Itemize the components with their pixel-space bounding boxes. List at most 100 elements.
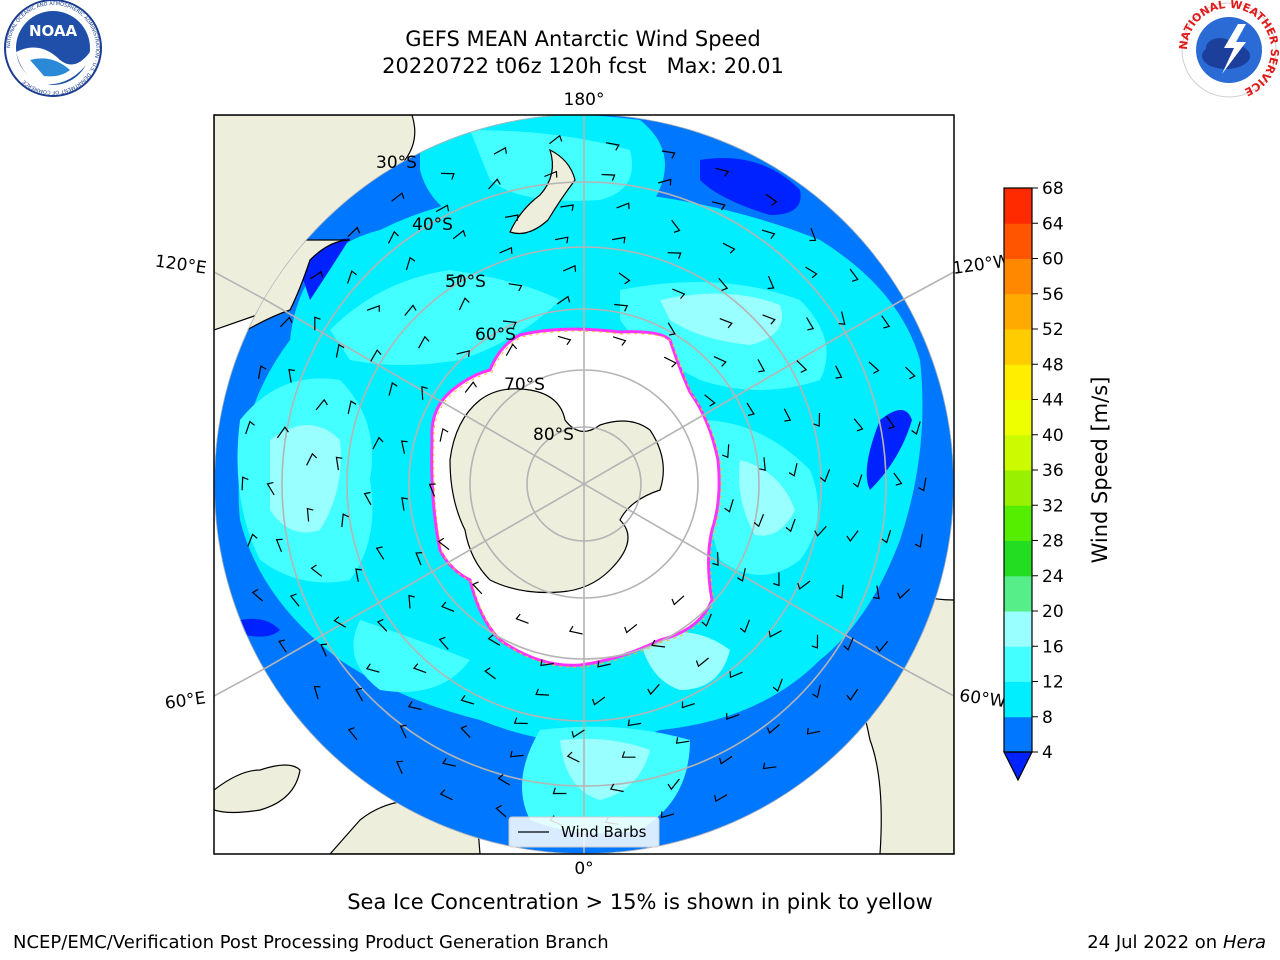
wind-barb	[412, 663, 427, 674]
lat-label-80s: 80°S	[533, 425, 574, 445]
wind-barb	[627, 719, 642, 727]
wind-barb	[513, 717, 528, 725]
wind-barb	[333, 616, 347, 628]
wind-barb	[852, 474, 863, 488]
colorbar-segments	[1004, 188, 1032, 753]
wind-barb	[421, 385, 428, 400]
colorbar-tick-label: 12	[1042, 673, 1064, 693]
lon-label-0: 0°	[574, 859, 593, 879]
wind-barb	[671, 595, 685, 606]
colorbar-segment	[1004, 681, 1032, 718]
wind-barb	[783, 408, 792, 422]
new-zealand	[509, 148, 576, 235]
wind-barb	[387, 230, 399, 244]
wind-barb	[347, 270, 357, 284]
wind-barb	[757, 359, 766, 373]
wind-barb	[515, 613, 529, 624]
colorbar-segment	[1004, 505, 1032, 541]
wind-barb	[718, 277, 729, 291]
wind-barb	[838, 311, 846, 325]
wind-barb	[556, 295, 571, 305]
wind-barb	[391, 192, 405, 202]
wind-barb	[499, 246, 513, 254]
wind-barb	[681, 701, 695, 709]
colorbar-segment	[1004, 329, 1032, 365]
wind-barb	[721, 444, 730, 459]
wind-barb	[772, 678, 783, 693]
wind-barb	[266, 482, 275, 496]
wind-barb	[765, 193, 778, 206]
wind-barb	[701, 613, 712, 627]
wind-barb	[624, 623, 638, 634]
footer-credit: NCEP/EMC/Verification Post Processing Pr…	[13, 932, 609, 953]
colorbar-segment	[1004, 470, 1032, 506]
wind-barb	[408, 594, 415, 609]
wind-barb	[314, 316, 321, 331]
wind-barb	[495, 804, 507, 818]
colorbar-tick-label: 20	[1042, 602, 1064, 622]
wind-barb	[245, 420, 255, 435]
wind-barb	[257, 365, 267, 380]
wind-barb	[811, 684, 821, 699]
wind-barb	[276, 426, 289, 439]
wind-barb	[819, 469, 831, 483]
wind-barb	[881, 315, 891, 329]
wind-barb	[407, 701, 422, 711]
lon-label-120e: 120°E	[154, 252, 208, 279]
map-frame	[213, 114, 955, 855]
wind-barb	[438, 636, 449, 650]
wind-barb	[729, 671, 743, 679]
wind-barb	[651, 639, 666, 648]
wind-barb	[439, 789, 453, 801]
wind-barb	[566, 751, 580, 763]
wind-barb	[458, 297, 470, 311]
wind-barb	[616, 202, 630, 210]
lat-label-30s: 30°S	[376, 153, 417, 173]
wind-barb	[719, 755, 733, 765]
wind-barb	[886, 415, 896, 430]
wind-barb	[762, 762, 777, 770]
wind-barb	[535, 688, 550, 696]
colorbar-tick-label: 28	[1042, 532, 1064, 552]
wind-barb	[719, 318, 733, 329]
wind-barb	[766, 724, 780, 734]
wind-barb	[712, 552, 719, 566]
wind-barb	[448, 275, 463, 283]
wind-barb	[813, 412, 821, 427]
wind-barb	[309, 270, 324, 280]
wind-barb	[713, 356, 727, 367]
lat-label-60s: 60°S	[475, 325, 516, 345]
wind-barb	[335, 343, 345, 358]
colorbar-segment	[1004, 399, 1032, 436]
wind-barb	[401, 497, 408, 511]
wind-barb	[647, 683, 660, 696]
wind-barb	[704, 394, 716, 407]
wind-barb	[914, 534, 923, 548]
wind-barb	[737, 568, 746, 582]
colorbar-segment	[1004, 575, 1032, 612]
wind-barb	[672, 288, 686, 299]
wind-barb	[370, 349, 382, 362]
wind-barb	[509, 750, 524, 758]
wind-barb	[493, 146, 507, 155]
wind-barb	[439, 427, 449, 442]
wind-barb	[811, 634, 819, 649]
wind-barb	[753, 513, 765, 528]
wind-barb	[785, 518, 796, 533]
wind-barb	[557, 335, 572, 346]
wind-barb	[612, 336, 627, 346]
wind-barb	[365, 663, 380, 673]
wind-barb	[484, 667, 496, 680]
colorbar-segment	[1004, 716, 1032, 753]
wind-barb	[722, 242, 736, 254]
wind-barb	[759, 457, 766, 471]
colorbar-segment	[1004, 223, 1032, 259]
wind-barb	[460, 695, 475, 705]
wind-barb	[306, 452, 318, 466]
wind-barb	[806, 317, 815, 331]
wind-barb	[310, 564, 323, 577]
wind-barb	[508, 283, 523, 292]
colorbar-tick-label: 60	[1042, 250, 1064, 270]
wind-barb	[363, 491, 372, 506]
